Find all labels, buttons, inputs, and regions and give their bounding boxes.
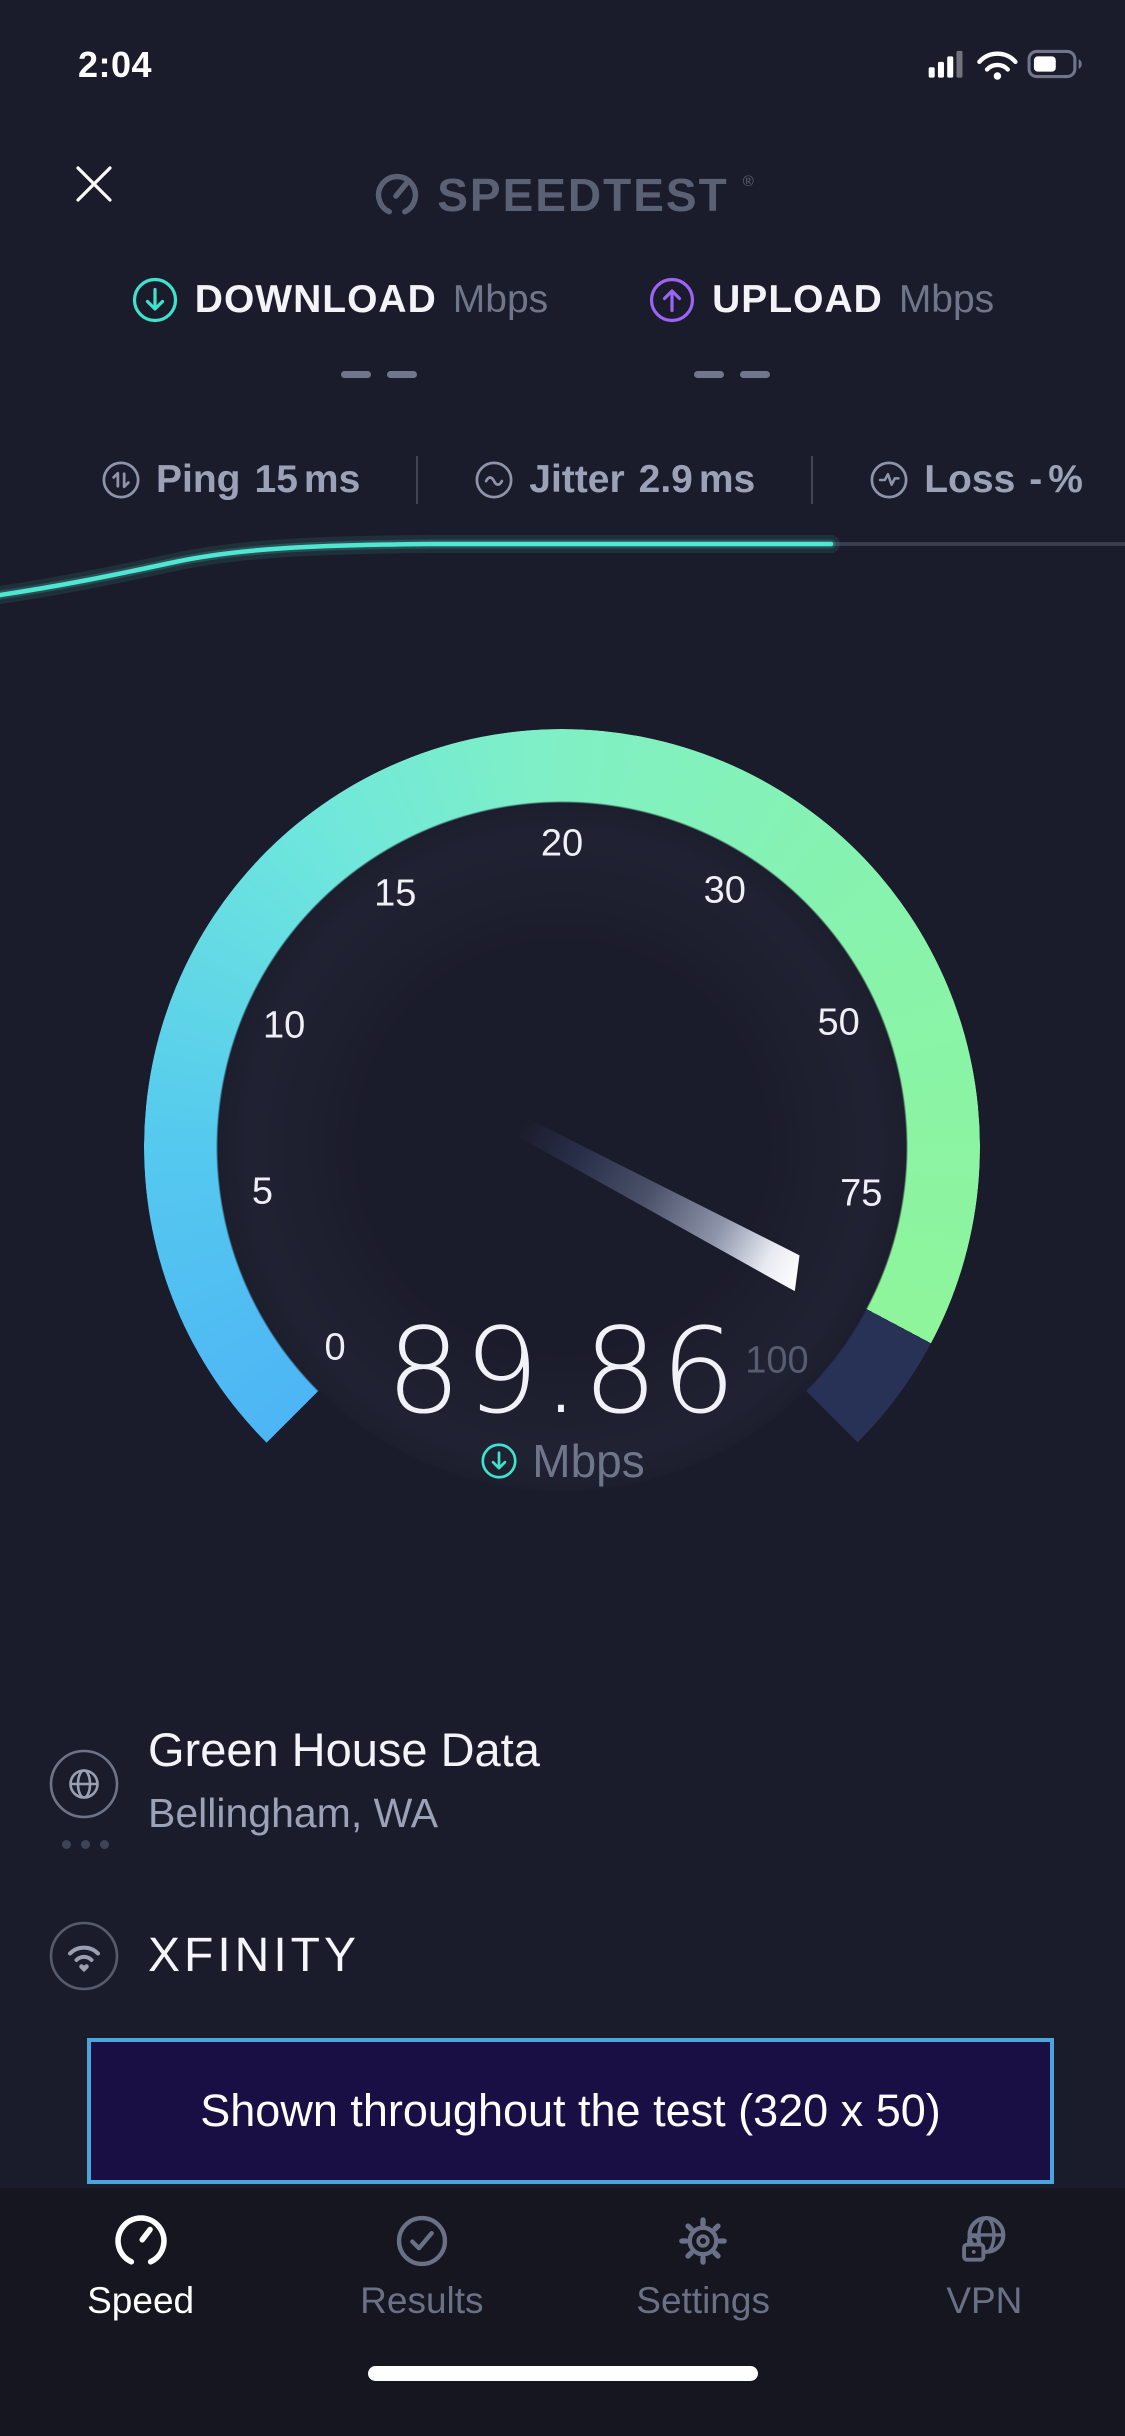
ping-stat: Ping 15 ms: [100, 458, 360, 502]
loss-stat: Loss -%: [868, 458, 1083, 502]
signal-strength-icon: [928, 50, 963, 78]
status-icons: [928, 46, 1093, 82]
upload-arrow-icon: [650, 277, 695, 323]
isp-wifi-icon: [48, 1920, 120, 1992]
gauge-tick: 0: [324, 1326, 346, 1369]
gauge-tick: 50: [817, 1001, 860, 1044]
server-options-dots[interactable]: [62, 1840, 109, 1849]
status-time: 2:04: [78, 44, 153, 85]
jitter-value: 2.9 ms: [638, 458, 756, 501]
loss-value: -%: [1029, 458, 1083, 501]
upload-header: UPLOAD Mbps: [648, 276, 994, 324]
vpn-globe-lock-icon: [962, 2215, 1006, 2262]
gauge-tick: 75: [840, 1172, 883, 1215]
loss-label: Loss: [924, 458, 1016, 501]
tab-label: Results: [360, 2280, 484, 2321]
server-location[interactable]: Bellingham, WA: [148, 1790, 439, 1836]
speed-gauge-icon: [114, 2215, 167, 2265]
settings-gear-icon: [679, 2217, 727, 2265]
tab-settings[interactable]: Settings: [563, 2188, 844, 2436]
ping-label: Ping: [156, 458, 241, 501]
divider: [415, 456, 418, 504]
gauge-tick: 5: [251, 1170, 273, 1213]
upload-unit: Mbps: [898, 278, 995, 321]
jitter-label: Jitter: [529, 458, 625, 501]
download-arrow-icon: [132, 277, 177, 323]
gauge-tick: 100: [745, 1339, 809, 1381]
speedtest-logo: SPEEDTEST ®: [0, 168, 1125, 222]
speed-progress-chart: [0, 535, 1125, 604]
ping-value: 15 ms: [254, 458, 361, 501]
tab-label: Settings: [636, 2280, 770, 2321]
logo-text: SPEEDTEST: [437, 169, 729, 221]
current-speed-value: 89.86: [386, 1302, 739, 1440]
loss-icon: [870, 461, 908, 499]
ad-banner[interactable]: Shown throughout the test (320 x 50): [87, 2038, 1054, 2184]
current-speed-unit-row: Mbps: [0, 1434, 1125, 1488]
speed-unit: Mbps: [532, 1435, 645, 1487]
ping-icon: [102, 461, 140, 499]
close-icon: [76, 166, 112, 202]
gauge-tick: 10: [262, 1004, 306, 1047]
latency-stats-row: Ping 15 ms Jitter 2.9 ms Loss -%: [0, 450, 1125, 510]
tab-speed[interactable]: Speed: [0, 2188, 281, 2436]
speedtest-gauge-icon: [376, 173, 419, 215]
ad-banner-text: Shown throughout the test (320 x 50): [200, 2085, 941, 2136]
gauge-tick: 20: [540, 822, 584, 865]
jitter-stat: Jitter 2.9 ms: [473, 458, 755, 502]
download-value-placeholder: [341, 371, 417, 378]
gauge-tick: 15: [374, 872, 417, 915]
logo-trademark: ®: [742, 172, 754, 190]
server-name[interactable]: Green House Data: [148, 1723, 540, 1776]
server-globe-icon[interactable]: [48, 1748, 120, 1820]
download-unit: Mbps: [452, 278, 549, 321]
home-indicator[interactable]: [367, 2366, 758, 2381]
battery-icon: [1027, 49, 1082, 79]
tab-bar: Speed Results Settings: [0, 2188, 1125, 2436]
metric-headers: DOWNLOAD Mbps UPLOAD Mbps: [0, 276, 1125, 324]
tab-label: Speed: [87, 2280, 195, 2321]
tab-results[interactable]: Results: [281, 2188, 562, 2436]
wifi-icon: [977, 51, 1018, 80]
isp-name: XFINITY: [148, 1929, 361, 1982]
upload-label: UPLOAD: [712, 278, 883, 321]
gauge-tick: 30: [703, 869, 746, 912]
tab-label: VPN: [946, 2280, 1023, 2321]
download-arrow-icon: [481, 1443, 517, 1479]
download-header: DOWNLOAD Mbps: [131, 276, 548, 324]
download-label: DOWNLOAD: [194, 278, 437, 321]
divider: [810, 456, 813, 504]
jitter-icon: [475, 461, 513, 499]
tab-vpn[interactable]: VPN: [844, 2188, 1125, 2436]
upload-value-placeholder: [694, 371, 770, 378]
results-check-icon: [396, 2215, 448, 2267]
close-button[interactable]: [72, 162, 128, 218]
